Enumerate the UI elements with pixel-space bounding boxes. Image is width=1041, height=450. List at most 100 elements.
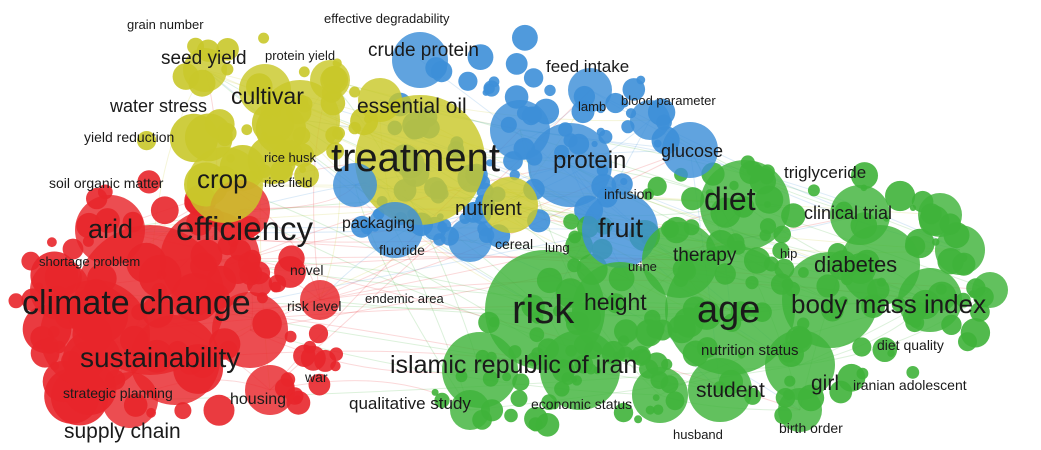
link-curve: [269, 380, 471, 411]
term-label-crude-protein: crude protein: [368, 40, 479, 61]
cluster-bubble-green: [563, 213, 579, 230]
cluster-bubble-red: [274, 256, 306, 288]
cluster-bubble-green: [434, 392, 450, 408]
cluster-bubble-blue: [490, 100, 550, 160]
cluster-bubble-green: [642, 222, 718, 298]
cluster-bubble-green: [700, 160, 790, 250]
cluster-bubble-red: [75, 195, 145, 265]
cluster-bubble-blue: [333, 163, 377, 207]
cluster-bubble-red: [245, 365, 295, 415]
term-label-arid: arid: [88, 214, 133, 244]
cluster-bubble-red: [330, 360, 341, 372]
cluster-bubble-blue: [433, 233, 446, 246]
term-label-clinical-trial: clinical trial: [804, 203, 892, 223]
cluster-bubble-green: [772, 242, 790, 260]
term-label-diet-quality: diet quality: [877, 337, 944, 353]
term-label-shortage-problem: shortage problem: [39, 254, 140, 269]
term-label-soil-organic-matter: soil organic matter: [49, 175, 164, 191]
term-label-fruit: fruit: [598, 213, 644, 243]
term-label-blood-parameter: blood parameter: [621, 93, 716, 108]
cluster-bubble-red: [30, 260, 90, 320]
cluster-bubble-blue: [630, 100, 670, 140]
term-label-endemic-area: endemic area: [365, 291, 445, 306]
cluster-bubble-blue: [528, 123, 612, 207]
cluster-bubble-blue: [512, 24, 538, 51]
cluster-bubble-yellow: [298, 66, 310, 78]
term-label-infusion: infusion: [604, 186, 652, 202]
term-label-climate-change: climate change: [22, 284, 251, 322]
cluster-bubble-green: [935, 225, 985, 275]
cluster-bubble-yellow: [355, 95, 485, 225]
term-label-war: war: [304, 369, 328, 385]
cluster-bubble-yellow: [183, 48, 227, 92]
cluster-bubble-green: [885, 180, 916, 212]
cluster-bubble-blue: [392, 32, 448, 88]
term-label-islamic-republic-of-iran: islamic republic of iran: [390, 351, 637, 379]
cluster-bubble-yellow: [187, 147, 263, 223]
term-label-grain-number: grain number: [127, 17, 204, 32]
cluster-bubble-yellow: [358, 78, 402, 122]
cluster-bubble-red: [8, 293, 24, 309]
cluster-bubble-red: [102, 372, 158, 428]
cluster-bubble-blue: [448, 218, 492, 262]
term-label-crop: crop: [197, 164, 248, 194]
cluster-bubble-red: [150, 196, 179, 225]
term-label-nutrient: nutrient: [455, 198, 522, 220]
term-label-rice-field: rice field: [264, 175, 312, 190]
term-label-age: age: [697, 289, 760, 331]
term-label-lung: lung: [545, 240, 570, 255]
cluster-bubble-green: [681, 187, 705, 211]
cluster-bubble-blue: [437, 222, 448, 233]
term-label-iranian-adolescent: iranian adolescent: [853, 377, 967, 393]
cluster-bubble-yellow: [349, 86, 361, 98]
term-label-glucose: glucose: [661, 141, 723, 161]
term-label-protein: protein: [553, 147, 626, 174]
cluster-bubble-green: [906, 366, 920, 379]
cluster-bubble-green: [837, 363, 866, 392]
term-label-diabetes: diabetes: [814, 252, 897, 277]
cluster-bubble-green: [613, 402, 634, 423]
term-label-hip: hip: [780, 246, 797, 261]
cluster-bubble-red: [137, 170, 161, 194]
term-label-yield-reduction: yield reduction: [84, 129, 174, 145]
cluster-bubble-green: [510, 390, 528, 407]
term-label-cereal: cereal: [495, 236, 533, 252]
cluster-bubble-green: [898, 268, 962, 332]
cluster-bubble-green: [972, 272, 1008, 308]
cluster-bubble-blue: [582, 192, 658, 268]
cluster-bubble-red: [203, 394, 235, 426]
cluster-bubble-blue: [488, 76, 500, 88]
cluster-bubble-green: [918, 193, 962, 237]
term-label-husband: husband: [673, 427, 723, 442]
cluster-bubble-yellow: [348, 121, 361, 135]
link-curve: [469, 364, 801, 411]
term-label-fluoride: fluoride: [379, 242, 425, 258]
cluster-bubble-green: [442, 332, 518, 408]
cluster-bubble-green: [778, 388, 822, 432]
cluster-bubble-red: [174, 402, 192, 420]
cluster-bubble-green: [632, 367, 688, 423]
cluster-bubble-blue: [662, 122, 718, 178]
term-label-effective-degradability: effective degradability: [324, 11, 450, 26]
cluster-bubble-blue: [620, 177, 628, 186]
term-label-efficiency: efficiency: [176, 210, 313, 247]
cluster-bubble-green: [504, 408, 518, 423]
term-label-height: height: [584, 289, 647, 315]
cluster-bubble-red: [300, 280, 340, 320]
term-label-therapy: therapy: [673, 245, 737, 266]
label-layer: grain number effective degradability seed …: [22, 11, 986, 443]
term-label-protein-yield: protein yield: [265, 48, 335, 63]
cluster-bubble-yellow: [482, 177, 538, 233]
term-label-risk: risk: [512, 288, 575, 332]
cluster-bubble-yellow: [258, 32, 270, 44]
term-label-body-mass-index: body mass index: [791, 289, 986, 319]
cluster-bubble-yellow: [169, 113, 219, 163]
cluster-bubble-blue: [544, 84, 556, 97]
cluster-bubble-green: [830, 185, 890, 245]
cluster-bubble-green: [807, 184, 820, 197]
cluster-bubble-green: [431, 388, 439, 396]
cluster-bubble-red: [308, 373, 331, 396]
term-label-birth-order: birth order: [779, 420, 843, 436]
cluster-bubble-blue: [486, 159, 494, 167]
